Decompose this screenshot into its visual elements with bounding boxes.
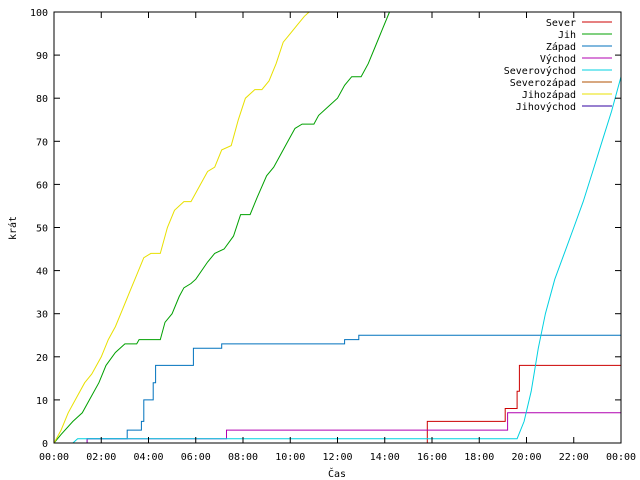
series-line-1 (53, 11, 390, 444)
y-tick-label-9: 90 (36, 51, 48, 62)
y-tick-label-6: 60 (36, 180, 48, 191)
x-tick-label-6: 12:00 (322, 452, 352, 463)
x-tick-label-9: 18:00 (464, 452, 494, 463)
legend-label-0: Sever (546, 18, 576, 29)
x-tick-label-12: 00:00 (606, 452, 636, 463)
y-tick-label-8: 80 (36, 94, 48, 105)
legend-label-2: Západ (546, 41, 576, 53)
y-tick-label-7: 70 (36, 137, 48, 148)
x-tick-label-8: 16:00 (417, 452, 447, 463)
legend-label-3: Východ (540, 53, 576, 65)
legend-label-6: Jihozápad (522, 89, 576, 101)
x-tick-label-1: 02:00 (86, 452, 116, 463)
x-tick-label-10: 20:00 (511, 452, 541, 463)
y-tick-label-5: 50 (36, 224, 48, 235)
x-axis-label: Čas (328, 467, 346, 480)
series-line-4 (54, 76, 622, 444)
y-tick-label-4: 40 (36, 267, 48, 278)
legend-label-4: Severovýchod (504, 65, 576, 77)
y-axis-label: krát (7, 216, 19, 240)
y-tick-label-10: 100 (30, 8, 48, 19)
ticks-layer: 00:00 02:00 04:00 06:00 08:00 10:00 12:00 14:00… (30, 8, 636, 463)
y-tick-label-3: 30 (36, 310, 48, 321)
x-tick-label-2: 04:00 (133, 452, 163, 463)
x-tick-label-5: 10:00 (275, 452, 305, 463)
x-tick-label-4: 08:00 (228, 452, 258, 463)
x-tick-label-0: 00:00 (39, 452, 69, 463)
x-tick-label-3: 06:00 (181, 452, 211, 463)
y-tick-label-0: 0 (42, 439, 48, 450)
series-line-6 (53, 11, 310, 444)
legend-label-5: Severozápad (510, 77, 576, 89)
x-tick-label-11: 22:00 (559, 452, 589, 463)
y-tick-label-1: 10 (36, 396, 48, 407)
legend: SeverJihZápadVýchodSeverovýchodSeverozáp… (504, 18, 612, 113)
y-tick-label-2: 20 (36, 353, 48, 364)
x-tick-label-7: 14:00 (370, 452, 400, 463)
legend-label-1: Jih (558, 30, 576, 41)
legend-label-7: Jihovýchod (516, 101, 576, 113)
